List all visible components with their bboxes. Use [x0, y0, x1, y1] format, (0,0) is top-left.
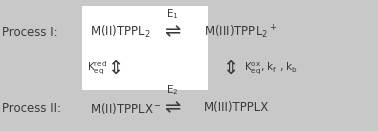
- Text: Process II:: Process II:: [2, 102, 61, 114]
- Text: E$_1$: E$_1$: [166, 7, 178, 21]
- Text: M(II)TPPL$_2$: M(II)TPPL$_2$: [90, 24, 151, 40]
- Text: M(III)TPPL$_2$$^+$: M(III)TPPL$_2$$^+$: [204, 23, 277, 41]
- Bar: [82, 6, 208, 90]
- Text: ⇕: ⇕: [222, 59, 238, 78]
- Text: K$_{\rm eq}^{\rm red}$: K$_{\rm eq}^{\rm red}$: [87, 59, 107, 77]
- Text: ⇌: ⇌: [164, 23, 180, 42]
- Text: M(II)TPPLX$^-$: M(II)TPPLX$^-$: [90, 100, 162, 116]
- Text: E$_2$: E$_2$: [166, 83, 178, 97]
- Text: Process I:: Process I:: [2, 26, 57, 39]
- Text: M(III)TPPLX: M(III)TPPLX: [204, 102, 269, 114]
- Text: ⇌: ⇌: [164, 99, 180, 118]
- Text: ⇕: ⇕: [107, 59, 123, 78]
- Text: K$_{\rm eq}^{\rm ox}$, k$_{\rm f}$ , k$_{\rm b}$: K$_{\rm eq}^{\rm ox}$, k$_{\rm f}$ , k$_…: [244, 60, 298, 76]
